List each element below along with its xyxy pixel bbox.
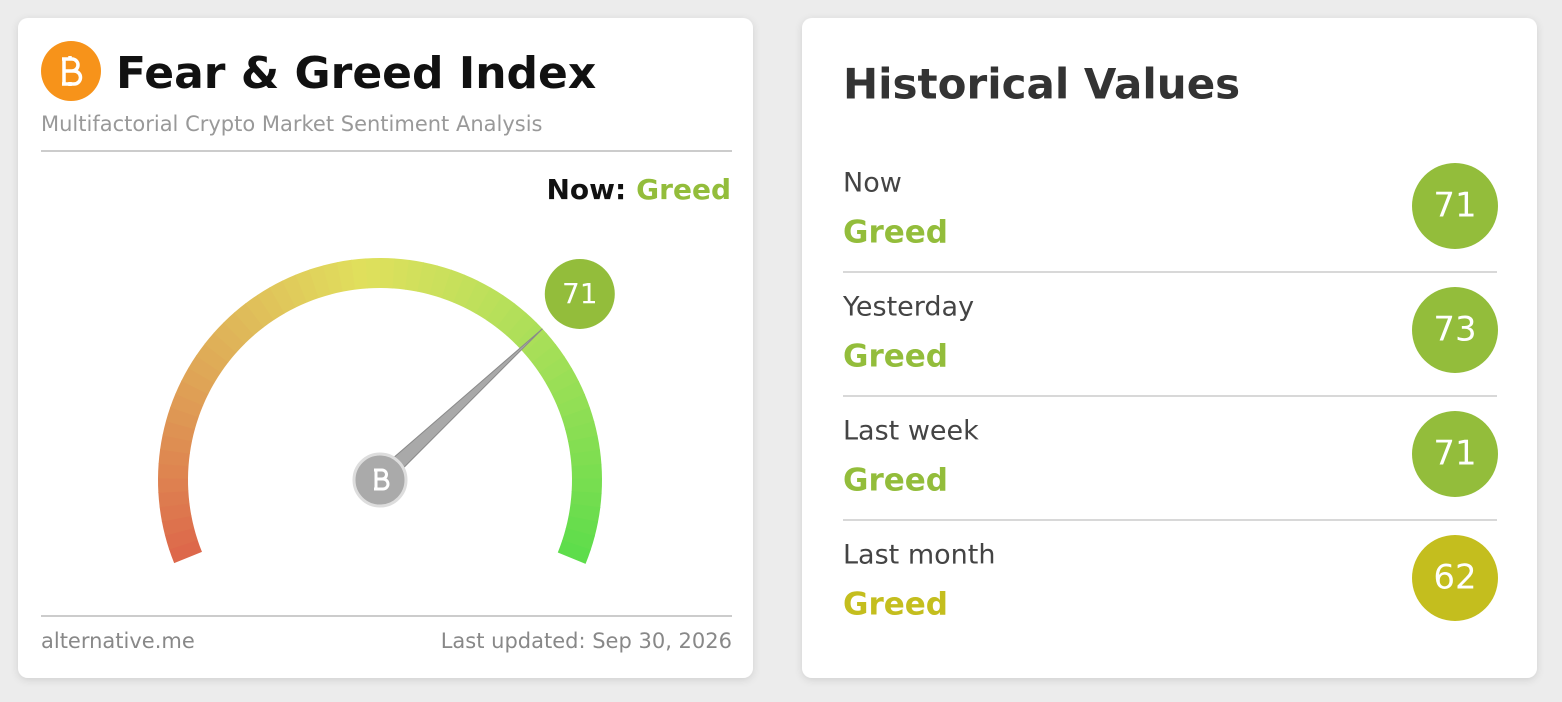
gauge-arc-segment <box>289 288 302 294</box>
gauge-arc-segment <box>225 333 235 343</box>
gauge-arc-segment <box>195 375 202 387</box>
gauge-arc-segment <box>506 315 517 324</box>
gauge-title: Fear & Greed Index <box>116 48 596 99</box>
row-classification: Greed <box>843 215 948 251</box>
gauge-arc-segment <box>244 315 255 324</box>
gauge-arc-segment <box>184 399 189 412</box>
gauge-arc-segment <box>183 544 188 557</box>
last-updated: Last updated: Sep 30, 2026 <box>441 629 732 653</box>
row-classification: Greed <box>843 587 948 623</box>
row-label: Yesterday <box>842 292 974 323</box>
gauge-arc-segment <box>254 307 266 315</box>
source: alternative.me <box>41 629 195 653</box>
gauge-arc-segment <box>314 280 328 284</box>
row-value: 71 <box>1433 186 1476 226</box>
gauge-subtitle: Multifactorial Crypto Market Sentiment A… <box>41 112 543 136</box>
gauge-arc-segment <box>353 273 367 274</box>
gauge-arc-segment <box>572 545 577 558</box>
gauge-arc-segment <box>586 465 587 479</box>
gauge-arc-segment <box>177 425 180 439</box>
gauge-arc-segment <box>471 294 483 301</box>
gauge-arc-segment <box>173 464 174 478</box>
gauge-arc-segment <box>433 280 447 284</box>
gauge-arc-segment <box>580 519 583 533</box>
now-status: Now: Greed <box>546 173 731 206</box>
gauge-arc-segment <box>516 324 526 334</box>
gauge-arc-segment <box>174 451 176 465</box>
gauge-arc-segment <box>234 323 244 333</box>
gauge-arc-segment <box>340 275 354 277</box>
gauge-value: 71 <box>562 277 598 310</box>
row-classification: Greed <box>843 339 948 375</box>
gauge-arc-segment <box>301 284 314 289</box>
gauge-arc-segment <box>583 438 585 452</box>
gauge-arc-segment <box>483 300 495 307</box>
gauge-arc-segment <box>459 289 472 295</box>
bitcoin-logo <box>41 41 101 101</box>
gauge-arc-segment <box>559 376 566 388</box>
row-label: Last month <box>843 540 995 571</box>
gauge-arc-segment <box>544 353 552 364</box>
gauge-arc-segment <box>327 277 341 280</box>
gauge-arc-segment <box>535 343 544 354</box>
gauge-arc-segment <box>180 412 184 426</box>
gauge-arc-segment <box>585 492 586 506</box>
row-label: Last week <box>843 416 979 447</box>
row-label: Now <box>843 168 902 199</box>
gauge-arc-segment <box>576 412 580 426</box>
gauge-arc-segment <box>277 294 290 301</box>
gauge-arc-segment <box>189 387 195 400</box>
gauge-arc-segment <box>565 388 571 401</box>
gauge-arc-segment <box>571 400 576 413</box>
gauge-arc-segment <box>173 491 174 505</box>
row-value: 73 <box>1433 310 1476 350</box>
gauge-arc-segment <box>446 284 459 289</box>
gauge-arc-segment <box>177 518 180 532</box>
row-value: 71 <box>1433 434 1476 474</box>
gauge-arc-segment <box>179 531 183 545</box>
gauge-arc-segment <box>580 425 583 439</box>
row-classification: Greed <box>843 463 948 499</box>
history-title: Historical Values <box>843 60 1240 109</box>
gauge-arc-segment <box>576 532 580 546</box>
now-classification: Greed <box>636 173 731 206</box>
gauge-arc-segment <box>201 364 209 376</box>
gauge-arc-segment <box>208 353 216 364</box>
now-label: Now: <box>546 173 626 206</box>
gauge-arc-segment <box>216 342 225 353</box>
gauge-arc-segment <box>174 505 176 519</box>
gauge-arc-segment <box>585 452 586 466</box>
row-value: 62 <box>1433 558 1476 598</box>
gauge-arc-segment <box>552 364 560 376</box>
gauge-arc-segment <box>175 438 177 452</box>
gauge-arc-segment <box>265 300 277 307</box>
gauge-arc-segment <box>583 505 585 519</box>
gauge-arc-segment <box>495 308 507 316</box>
gauge-arc-segment <box>407 275 421 277</box>
gauge-arc-segment <box>420 277 434 280</box>
gauge-arc-segment <box>393 273 407 274</box>
